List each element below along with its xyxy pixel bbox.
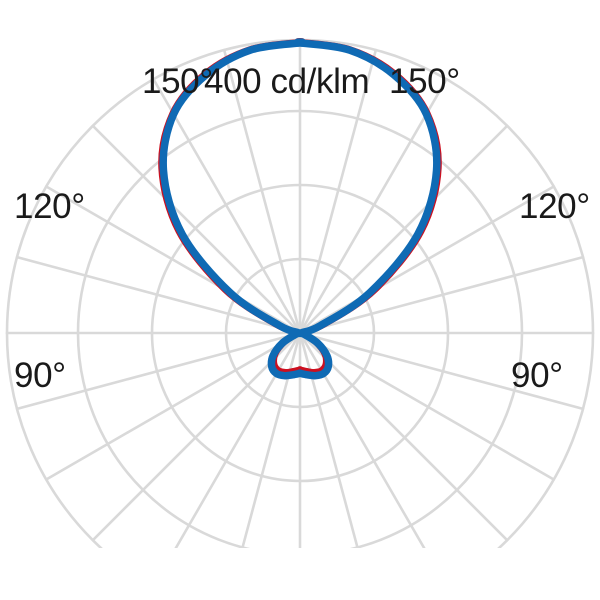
intensity-curves bbox=[158, 38, 442, 380]
grid-spoke-105 bbox=[298, 331, 585, 411]
curve-c0-c180 bbox=[159, 38, 441, 380]
grid-spoke-30 bbox=[298, 77, 448, 335]
grid-spoke-195 bbox=[241, 331, 302, 548]
grid-spoke-330 bbox=[152, 77, 302, 335]
grid-spoke-225 bbox=[91, 331, 302, 542]
angle-label-120-left: 120° bbox=[14, 187, 85, 226]
grid-spoke-255 bbox=[15, 331, 302, 411]
angle-label-150-left: 150° bbox=[142, 62, 213, 101]
angle-label-120-right: 120° bbox=[519, 187, 590, 226]
grid-spoke-285 bbox=[15, 255, 302, 335]
angle-label-90-right: 90° bbox=[511, 356, 563, 395]
grid-spoke-240 bbox=[44, 331, 302, 481]
polar-grid-spokes bbox=[5, 38, 595, 548]
grid-spoke-315 bbox=[91, 124, 302, 335]
angle-label-90-left: 90° bbox=[14, 356, 66, 395]
grid-spoke-135 bbox=[298, 331, 509, 542]
angle-label-150-right: 150° bbox=[389, 62, 460, 101]
grid-spoke-345 bbox=[222, 48, 302, 335]
grid-spoke-165 bbox=[298, 331, 359, 548]
grid-spoke-75 bbox=[298, 255, 585, 335]
radial-scale-max-label: 400 cd/klm bbox=[204, 62, 370, 101]
grid-spoke-45 bbox=[298, 124, 509, 335]
grid-spoke-15 bbox=[298, 48, 378, 335]
grid-spoke-120 bbox=[298, 331, 556, 481]
